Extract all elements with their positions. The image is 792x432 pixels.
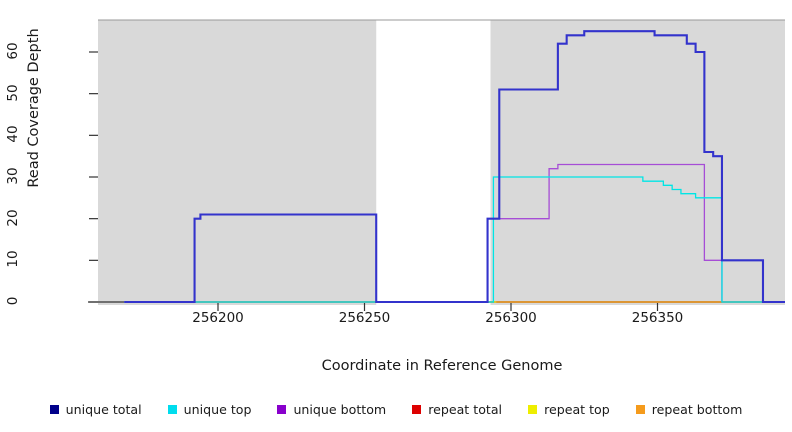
x-tick-label: 256250 [338,310,391,326]
x-tick-label: 256200 [192,310,244,326]
legend-swatch-icon [167,404,177,414]
legend-label: unique top [183,401,252,417]
legend-item: unique bottom [277,402,386,417]
x-tick-label: 256300 [485,310,537,326]
legend-swatch-icon [277,404,287,414]
x-tick-label: 256350 [631,310,684,326]
legend-label: repeat bottom [651,401,743,417]
x-axis-title: Coordinate in Reference Genome [321,358,563,374]
legend-swatch-icon [635,404,645,414]
series-line-unique-top [124,176,785,303]
legend-label: unique total [65,401,142,417]
legend-item: unique top [167,401,252,417]
legend-item: repeat bottom [635,401,743,417]
legend-item: repeat total [412,402,502,417]
legend-label: repeat top [544,401,610,417]
legend-label: unique bottom [293,401,387,417]
legend-item: repeat top [528,402,610,417]
legend-item: unique total [49,401,142,417]
legend-swatch-icon [49,404,59,414]
legend-swatch-icon [528,404,538,414]
legend-label: repeat total [428,401,503,417]
chart-legend: unique total unique top unique bottom repea… [0,396,792,422]
series-line-unique-total [124,30,785,304]
legend-swatch-icon [412,404,422,414]
